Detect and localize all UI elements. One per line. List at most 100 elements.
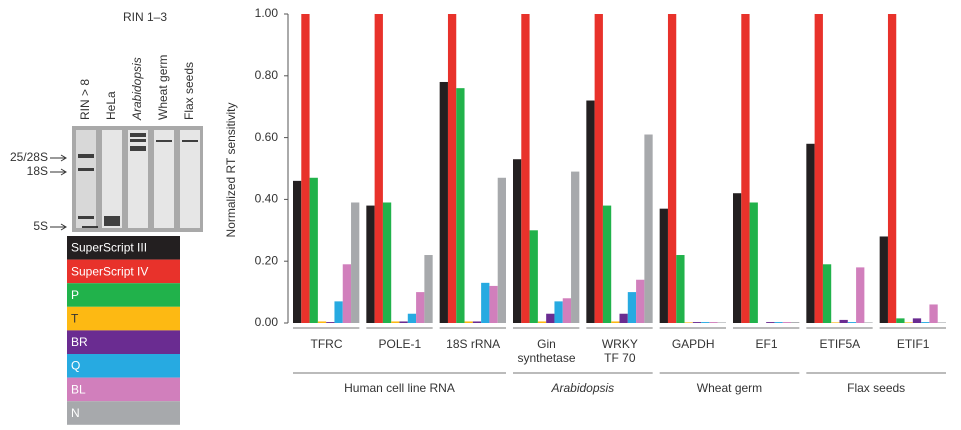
gel-band — [78, 154, 94, 158]
bar — [407, 313, 417, 323]
legend-label: Q — [71, 359, 80, 373]
marker-arrowhead — [60, 154, 67, 162]
gel-title: RIN 1–3 — [123, 10, 167, 24]
bar — [692, 322, 702, 323]
legend-swatch — [67, 259, 180, 284]
bar — [464, 321, 473, 323]
legend-swatch — [67, 330, 180, 354]
x-tick-label: 18S rRNA — [446, 337, 501, 351]
lane-label: Arabidopsis — [130, 57, 144, 121]
bar — [879, 236, 888, 323]
bar — [847, 322, 857, 323]
bar — [921, 322, 930, 323]
bar — [554, 301, 563, 323]
bar — [562, 298, 572, 323]
bar — [594, 14, 603, 323]
gel-band — [78, 216, 94, 219]
bar — [709, 322, 718, 323]
bar — [684, 322, 693, 323]
bar — [481, 282, 490, 323]
bar — [602, 205, 612, 323]
legend-swatch — [67, 377, 180, 402]
gel-band — [182, 140, 198, 142]
group-label: Wheat germ — [696, 381, 763, 395]
y-tick-label: 1.00 — [255, 6, 279, 20]
bar — [644, 134, 653, 323]
marker-label: 25/28S — [10, 150, 48, 164]
bar — [374, 14, 383, 323]
x-tick-label: GAPDH — [671, 337, 715, 351]
group-label: Arabidopsis — [551, 381, 615, 395]
bar — [366, 205, 375, 323]
bar — [326, 322, 335, 323]
gel-band — [104, 216, 120, 226]
bar — [399, 321, 408, 323]
group-label: Human cell line RNA — [344, 381, 455, 395]
y-tick-label: 0.60 — [255, 130, 279, 144]
lane-label: HeLa — [104, 91, 118, 120]
bar — [676, 255, 685, 323]
gel-band — [82, 226, 98, 228]
y-tick-label: 0.40 — [255, 192, 279, 206]
bar — [334, 301, 343, 323]
bar — [904, 322, 913, 323]
marker-label: 18S — [27, 164, 48, 178]
bar — [887, 14, 897, 323]
legend-label: P — [71, 288, 79, 302]
legend-swatch — [67, 401, 180, 425]
gel-lane — [180, 130, 200, 228]
legend-label: BL — [71, 382, 86, 396]
bar — [546, 313, 555, 323]
marker-arrowhead — [60, 168, 67, 176]
gel-lane — [154, 130, 174, 228]
bar — [571, 171, 580, 323]
x-tick-label: TFRC — [310, 337, 343, 351]
y-tick-label: 0.00 — [255, 315, 279, 329]
x-tick-label: EF1 — [755, 337, 778, 351]
bar — [912, 318, 922, 323]
bar — [667, 14, 677, 323]
lane-label: Flax seeds — [182, 62, 196, 120]
bar — [822, 264, 832, 323]
bar — [537, 321, 547, 323]
bar — [733, 193, 742, 323]
gel-band — [130, 146, 146, 151]
y-axis-label: Normalized RT sensitivity — [224, 103, 238, 238]
bar — [351, 202, 360, 323]
bar — [929, 304, 938, 323]
bar — [456, 88, 465, 323]
bar — [472, 321, 482, 323]
bar — [521, 14, 530, 323]
marker-label: 5S — [33, 219, 48, 233]
bar — [293, 180, 302, 323]
legend-label: SuperScript III — [71, 241, 147, 255]
bar — [317, 321, 327, 323]
legend-label: N — [71, 406, 80, 420]
x-tick-label: Gin synthetase — [517, 337, 576, 365]
x-tick-label: ETIF1 — [896, 337, 930, 351]
lane-label: RIN > 8 — [78, 79, 92, 120]
bar — [839, 319, 848, 323]
bar — [782, 322, 792, 323]
legend-label: BR — [71, 335, 88, 349]
gel-lane — [102, 130, 122, 228]
bar — [791, 322, 800, 323]
legend-label: T — [71, 311, 79, 325]
bar — [701, 322, 710, 323]
bar — [636, 279, 645, 323]
legend-swatch — [67, 354, 180, 378]
y-tick-label: 0.20 — [255, 253, 279, 267]
gel-band — [130, 139, 146, 142]
legend-swatch — [67, 236, 180, 260]
bar — [659, 208, 668, 323]
x-tick-label: WRKY TF 70 — [601, 337, 638, 365]
bar — [627, 292, 637, 323]
bar — [619, 313, 628, 323]
legend-swatch — [67, 283, 180, 307]
gel-lane — [128, 130, 148, 228]
bar — [513, 159, 522, 323]
bar — [864, 322, 873, 323]
bar — [489, 285, 498, 323]
